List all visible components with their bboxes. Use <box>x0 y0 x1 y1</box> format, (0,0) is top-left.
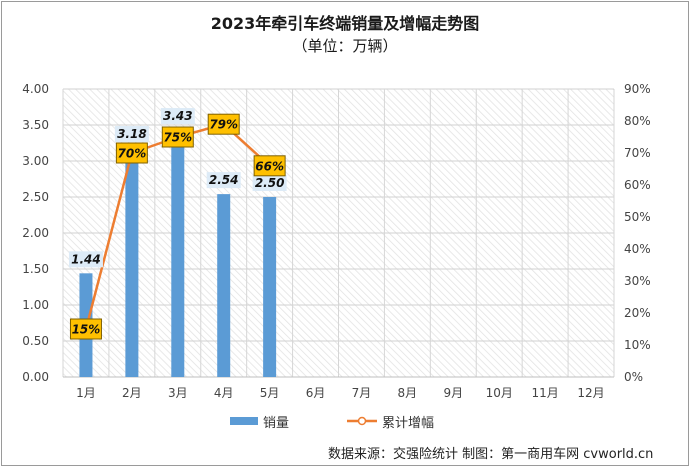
line-data-label: 75% <box>163 131 192 145</box>
bar <box>125 148 139 377</box>
y-right-tick-label: 60% <box>624 178 651 192</box>
y-right-tick-label: 80% <box>624 114 651 128</box>
line-data-label: 79% <box>209 118 238 132</box>
y-left-tick-label: 4.00 <box>22 82 49 96</box>
line-data-label: 70% <box>118 147 147 161</box>
y-right-tick-label: 0% <box>624 370 643 384</box>
x-tick-label: 5月 <box>260 386 280 400</box>
bar <box>171 130 185 377</box>
x-tick-label: 4月 <box>214 386 234 400</box>
x-tick-label: 12月 <box>577 386 604 400</box>
x-tick-label: 11月 <box>531 386 558 400</box>
legend-item-sales: 销量 <box>263 416 290 431</box>
x-tick-label: 3月 <box>168 386 188 400</box>
y-left-tick-label: 3.50 <box>22 118 49 132</box>
x-tick-label: 2月 <box>122 386 142 400</box>
line-label-box <box>161 126 194 148</box>
bar-label-box <box>206 172 241 189</box>
bar-data-label: 3.18 <box>117 127 147 141</box>
legend-swatch-growth-marker <box>357 416 367 426</box>
line-label-box <box>207 113 240 135</box>
line-label-box <box>253 155 286 177</box>
y-left-tick-label: 1.50 <box>22 262 49 276</box>
bar-label-box <box>160 108 195 125</box>
x-tick-label: 10月 <box>486 386 513 400</box>
y-right-tick-label: 50% <box>624 210 651 224</box>
x-tick-label: 9月 <box>443 386 463 400</box>
y-left-tick-label: 0.00 <box>22 370 49 384</box>
bar-label-box <box>68 251 103 268</box>
bar-label-box <box>252 175 287 191</box>
y-left-tick-label: 2.00 <box>22 226 49 240</box>
line-data-label: 66% <box>255 159 284 173</box>
bar-data-label: 2.50 <box>255 176 285 190</box>
line-label-box <box>69 318 102 340</box>
source-note: 数据来源：交强险统计 制图：第一商用车网 cvworld.cn <box>328 447 654 462</box>
legend-swatch-sales <box>230 417 258 425</box>
y-right-tick-label: 20% <box>624 306 651 320</box>
y-left-tick-label: 3.00 <box>22 154 49 168</box>
bar-data-label: 2.54 <box>209 173 239 187</box>
y-right-tick-label: 40% <box>624 242 651 256</box>
y-left-tick-label: 2.50 <box>22 190 49 204</box>
x-tick-label: 7月 <box>352 386 372 400</box>
y-right-tick-label: 30% <box>624 274 651 288</box>
x-tick-label: 6月 <box>306 386 326 400</box>
y-right-tick-label: 10% <box>624 338 651 352</box>
x-tick-label: 1月 <box>76 386 96 400</box>
line-label-box <box>115 142 148 164</box>
y-left-tick-label: 1.00 <box>22 298 49 312</box>
x-tick-label: 8月 <box>398 386 418 400</box>
y-right-tick-label: 70% <box>624 146 651 160</box>
line-data-label: 15% <box>72 323 101 337</box>
bar <box>217 194 231 377</box>
bar-data-label: 1.44 <box>71 252 101 266</box>
y-right-tick-label: 90% <box>624 82 651 96</box>
chart-title: 2023年牵引车终端销量及增幅走势图 <box>210 14 480 33</box>
y-left-tick-label: 0.50 <box>22 334 49 348</box>
legend-item-growth: 累计增幅 <box>382 416 435 431</box>
bar-label-box <box>114 126 149 143</box>
bar-data-label: 3.43 <box>163 109 193 123</box>
bar <box>263 197 277 377</box>
chart-subtitle: （单位：万辆） <box>292 37 398 55</box>
